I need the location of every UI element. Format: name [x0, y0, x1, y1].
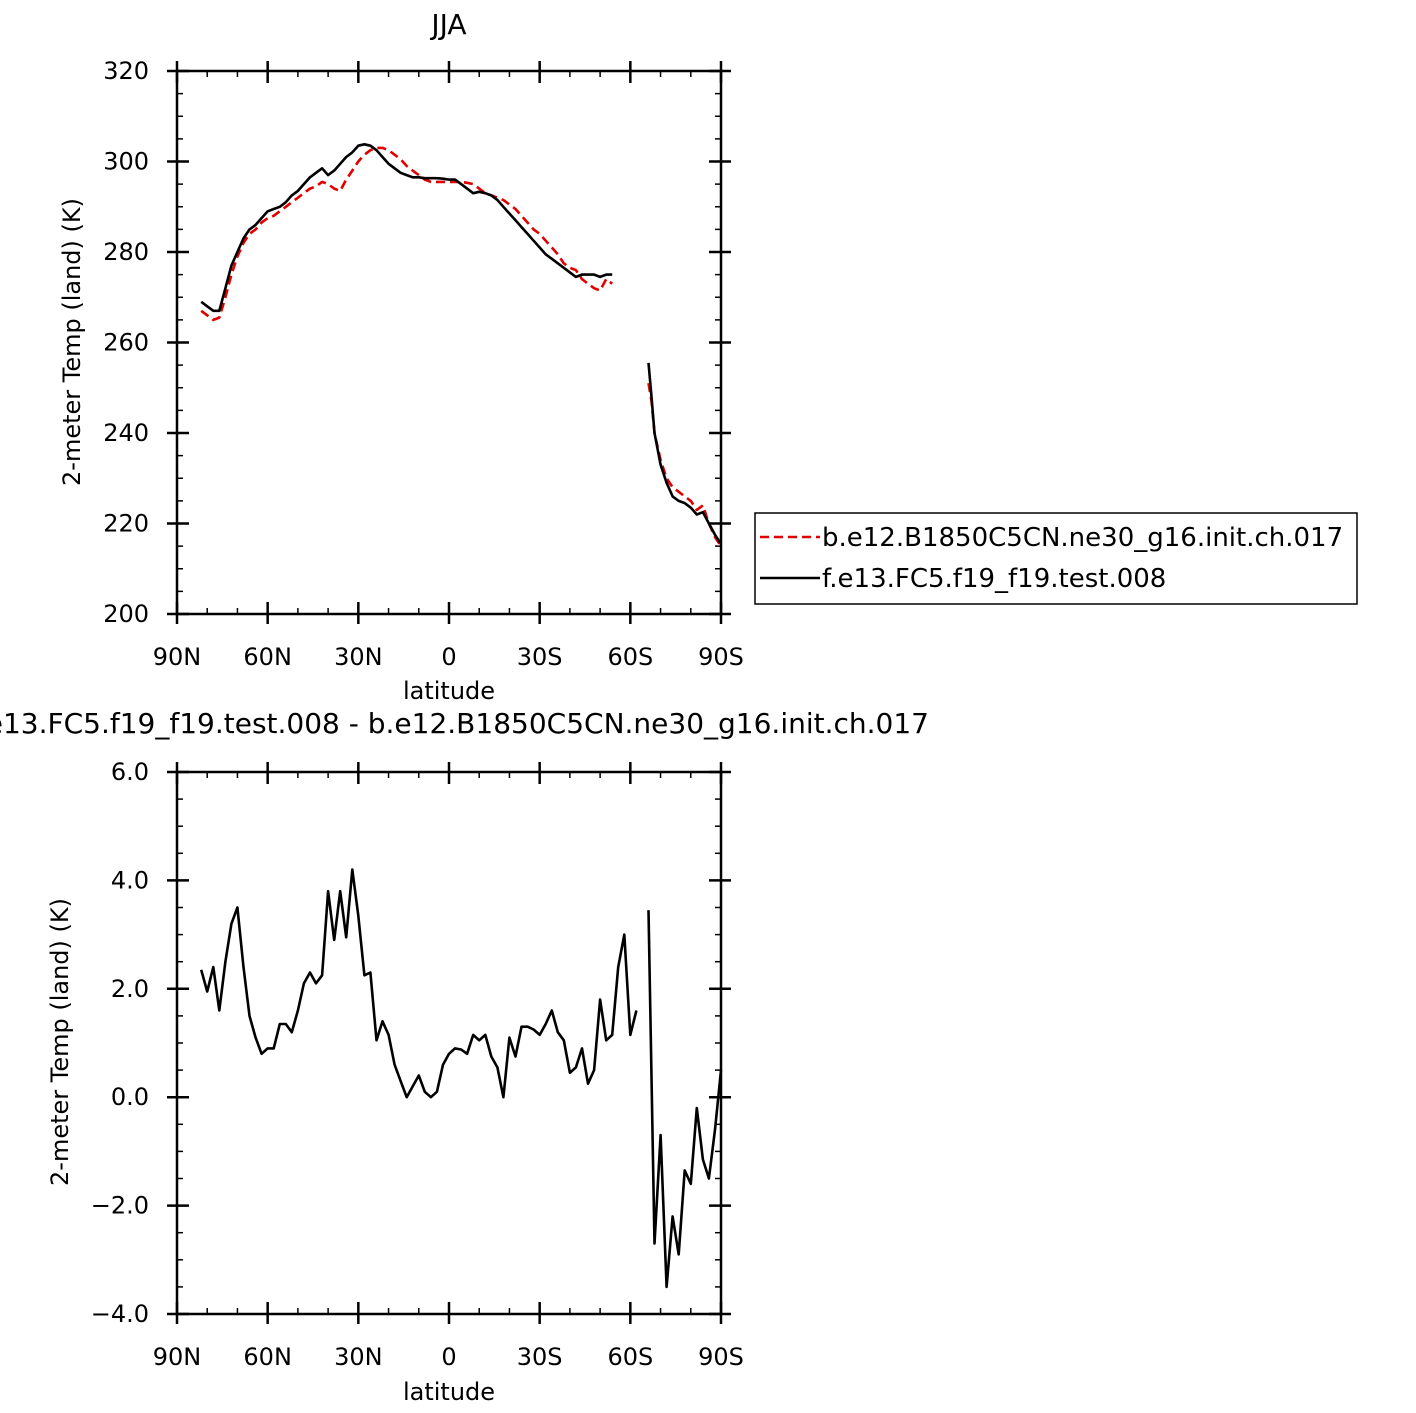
y-tick-label: 260	[103, 329, 149, 357]
legend-entry-control: b.e12.B1850C5CN.ne30_g16.init.ch.017	[822, 523, 1343, 553]
x-tick-label: 60N	[243, 643, 292, 671]
x-tick-label: 60S	[607, 643, 653, 671]
x-tick-label: 30N	[334, 1343, 383, 1371]
y-tick-label: 240	[103, 419, 149, 447]
x-tick-label: 90S	[698, 1343, 744, 1371]
x-tick-label: 30N	[334, 643, 383, 671]
legend-entry-test: f.e13.FC5.f19_f19.test.008	[822, 564, 1166, 594]
y-tick-label: −2.0	[91, 1192, 149, 1220]
y-tick-label: 6.0	[111, 758, 149, 786]
x-tick-label: 90N	[153, 1343, 202, 1371]
y-tick-label: 200	[103, 600, 149, 628]
x-tick-label: 60N	[243, 1343, 292, 1371]
series-line-0-segment-0	[199, 868, 638, 1099]
x-tick-label: 30S	[517, 643, 563, 671]
legend-box	[754, 512, 1358, 605]
x-tick-label: 90S	[698, 643, 744, 671]
y-tick-label: 220	[103, 510, 149, 538]
legend: b.e12.B1850C5CN.ne30_g16.init.ch.017 f.e…	[754, 512, 1358, 605]
series-line-1-segment-0	[200, 143, 613, 313]
series-line-0-segment-1	[647, 910, 723, 1289]
y-tick-label: 300	[103, 148, 149, 176]
x-tick-label: 60S	[607, 1343, 653, 1371]
x-tick-label: 90N	[153, 643, 202, 671]
bottom-plot-frame	[175, 770, 723, 1316]
y-tick-label: −4.0	[91, 1300, 149, 1328]
bottom-panel: f.e13.FC5.f19_f19.test.008 - b.e12.B1850…	[0, 707, 929, 1406]
series-line-0-segment-1	[647, 382, 723, 547]
y-tick-label: 280	[103, 238, 149, 266]
y-tick-label: 4.0	[111, 866, 149, 894]
bottom-chart-title: f.e13.FC5.f19_f19.test.008 - b.e12.B1850…	[0, 707, 929, 740]
y-tick-label: 0.0	[111, 1083, 149, 1111]
top-x-axis-label: latitude	[403, 677, 495, 705]
bottom-y-axis-label: 2-meter Temp (land) (K)	[46, 898, 74, 1186]
top-chart-title: JJA	[429, 8, 466, 41]
x-tick-label: 0	[441, 643, 456, 671]
x-tick-label: 0	[441, 1343, 456, 1371]
bottom-x-axis-label: latitude	[403, 1378, 495, 1406]
y-tick-label: 320	[103, 57, 149, 85]
x-tick-label: 30S	[517, 1343, 563, 1371]
top-panel: JJA latitude 2-meter Temp (land) (K) 90N…	[58, 8, 744, 705]
top-y-axis-label: 2-meter Temp (land) (K)	[58, 198, 86, 486]
y-tick-label: 2.0	[111, 975, 149, 1003]
series-line-0-segment-0	[200, 146, 613, 322]
top-plot-frame	[175, 69, 723, 616]
series-line-1-segment-1	[647, 362, 723, 545]
